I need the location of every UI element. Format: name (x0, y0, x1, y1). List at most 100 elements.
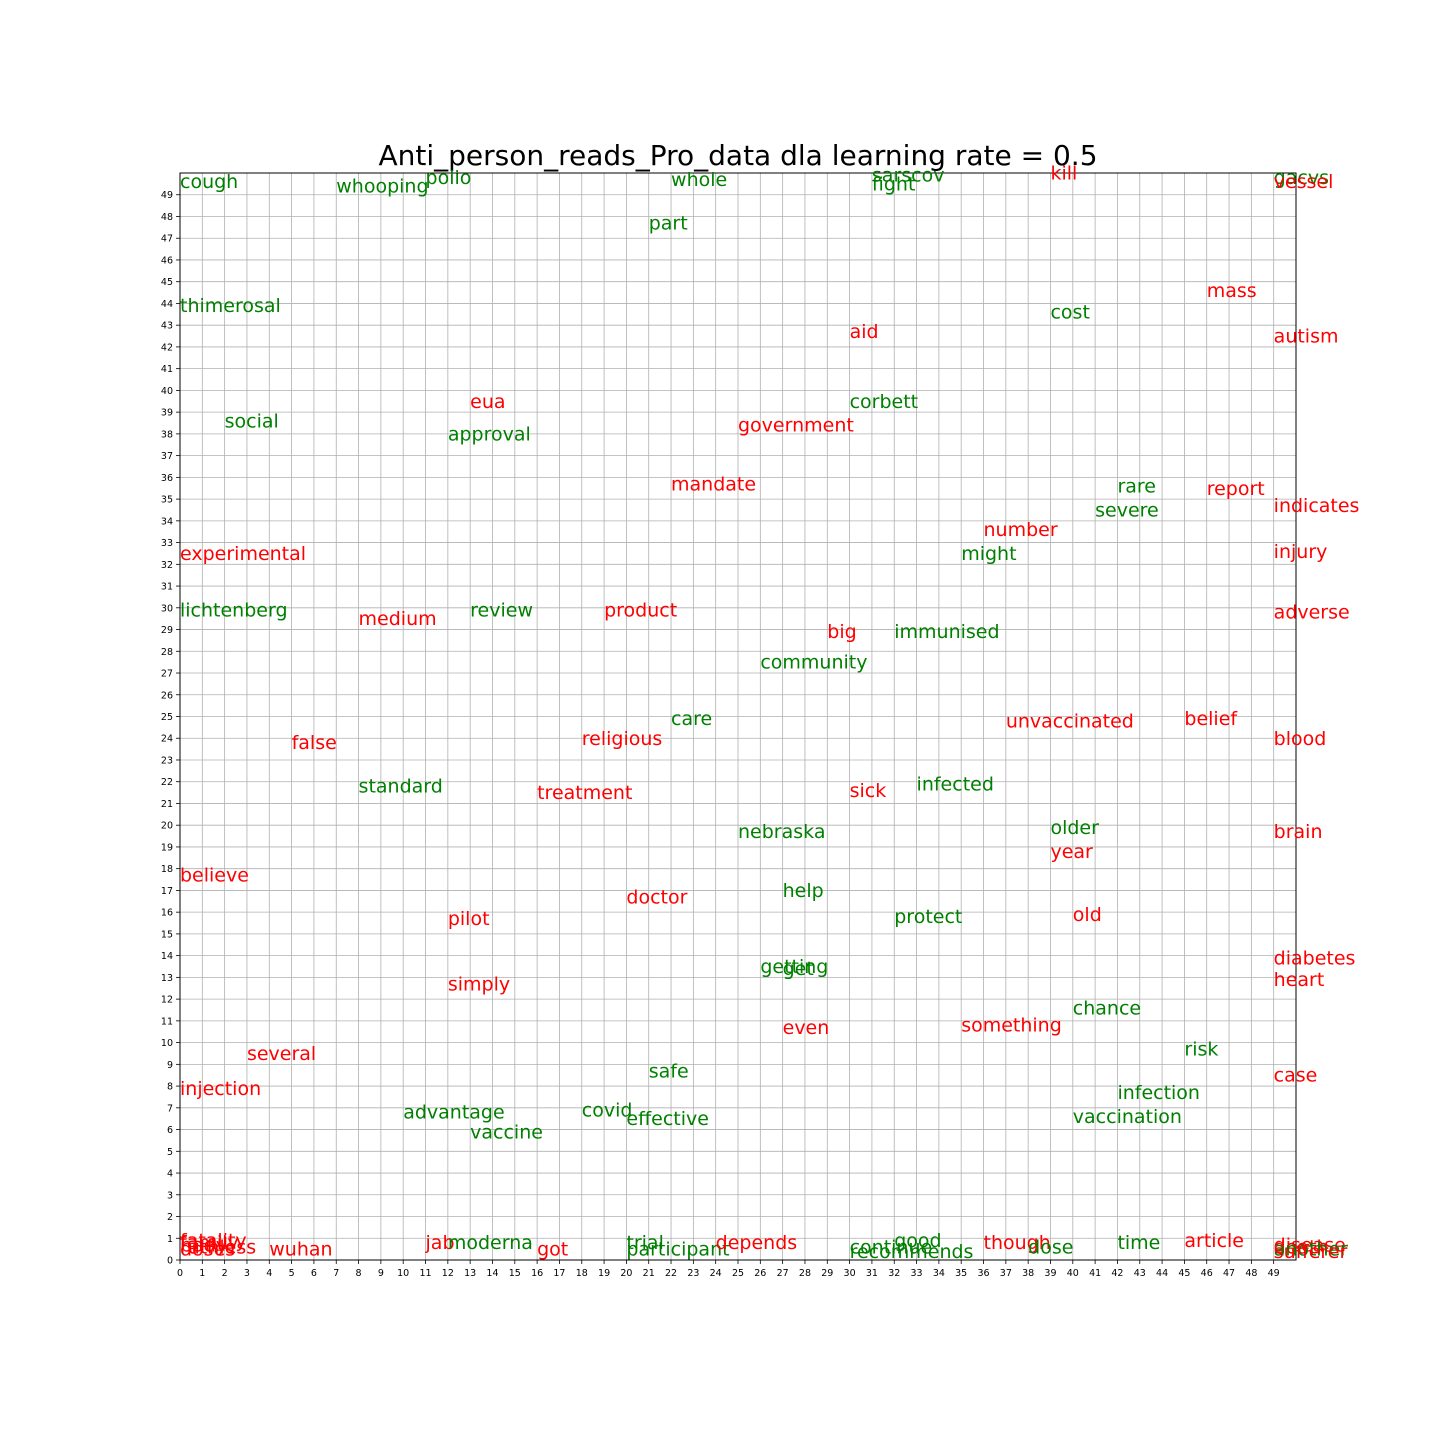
word-point: vaccine (470, 1121, 543, 1143)
x-tick-label: 1 (199, 1268, 205, 1279)
word-point: diabetes (1274, 947, 1356, 969)
word-point: effective (626, 1108, 709, 1130)
y-tick-label: 11 (161, 1016, 173, 1027)
x-tick-label: 15 (509, 1268, 521, 1279)
x-tick-label: 20 (620, 1268, 632, 1279)
word-point: unvaccinated (1006, 710, 1134, 732)
y-tick-label: 12 (161, 995, 173, 1006)
y-tick-label: 22 (161, 777, 173, 788)
x-tick-label: 47 (1223, 1268, 1235, 1279)
y-tick-label: 1 (167, 1234, 173, 1245)
word-point: infected (917, 773, 994, 795)
y-tick-label: 6 (167, 1125, 173, 1136)
y-tick-label: 47 (161, 234, 173, 245)
word-point: government (738, 415, 854, 437)
word-point: cost (1050, 302, 1089, 324)
x-tick-label: 24 (710, 1268, 722, 1279)
word-point: disease (1274, 1234, 1346, 1256)
word-point: nebraska (738, 821, 825, 843)
word-point: even (783, 1017, 830, 1039)
word-point: vaccination (1073, 1106, 1182, 1128)
y-tick-label: 31 (161, 582, 173, 593)
x-tick-label: 23 (687, 1268, 699, 1279)
y-tick-label: 42 (161, 342, 173, 353)
word-point: gacvs (1274, 167, 1329, 189)
x-tick-label: 0 (177, 1268, 183, 1279)
word-point: good (894, 1230, 941, 1252)
x-tick-label: 46 (1201, 1268, 1213, 1279)
x-tick-label: 32 (888, 1268, 900, 1279)
word-point: sarscov (872, 165, 945, 187)
y-tick-label: 4 (167, 1169, 173, 1180)
y-tick-label: 10 (161, 1038, 173, 1049)
x-tick-label: 27 (777, 1268, 789, 1279)
x-tick-label: 30 (844, 1268, 856, 1279)
word-point: vessel (1274, 171, 1334, 193)
y-tick-label: 17 (161, 886, 173, 897)
y-tick-label: 35 (161, 495, 173, 506)
word-point: brain (1274, 821, 1323, 843)
y-tick-label: 19 (161, 842, 173, 853)
word-point: body (180, 1234, 227, 1256)
chart-title: Anti_person_reads_Pro_data dla learning … (378, 139, 1098, 172)
y-tick-label: 26 (161, 690, 173, 701)
x-tick-label: 28 (799, 1268, 811, 1279)
word-point: got (537, 1239, 568, 1261)
x-tick-label: 29 (821, 1268, 833, 1279)
word-point: whole (671, 169, 727, 191)
word-point: fatality (180, 1230, 247, 1252)
word-point: family (180, 1232, 239, 1254)
y-tick-label: 8 (167, 1082, 173, 1093)
word-point: corbett (850, 391, 919, 413)
word-point: trial (626, 1232, 663, 1254)
x-tick-label: 38 (1022, 1268, 1034, 1279)
x-tick-label: 17 (553, 1268, 565, 1279)
word-point: older (1050, 817, 1099, 839)
y-tick-label: 43 (161, 321, 173, 332)
word-point: review (470, 599, 533, 621)
word-point: simply (448, 973, 510, 995)
word-point: autism (1274, 326, 1339, 348)
word-point: advantage (403, 1102, 504, 1124)
x-tick-label: 41 (1089, 1268, 1101, 1279)
y-tick-label: 29 (161, 625, 173, 636)
y-tick-label: 37 (161, 451, 173, 462)
word-point: might (961, 543, 1016, 565)
x-tick-label: 48 (1245, 1268, 1257, 1279)
x-tick-label: 22 (665, 1268, 677, 1279)
word-point: rare (1117, 476, 1156, 498)
word-point: case (1274, 1065, 1318, 1087)
word-point: covid (582, 1100, 633, 1122)
y-tick-label: 3 (167, 1190, 173, 1201)
word-point: infection (1117, 1082, 1200, 1104)
word-point: number (984, 519, 1058, 541)
x-tick-label: 35 (955, 1268, 967, 1279)
word-point: injury (1274, 541, 1328, 563)
word-point: though (984, 1232, 1051, 1254)
x-tick-label: 42 (1111, 1268, 1123, 1279)
x-tick-label: 26 (754, 1268, 766, 1279)
word-point: year (1050, 841, 1093, 863)
x-tick-label: 7 (333, 1268, 339, 1279)
word-point: part (649, 213, 688, 235)
y-tick-label: 44 (161, 299, 173, 310)
word-point: severe (1095, 499, 1159, 521)
x-tick-label: 16 (531, 1268, 543, 1279)
y-tick-label: 39 (161, 408, 173, 419)
x-tick-label: 5 (289, 1268, 295, 1279)
x-tick-label: 37 (1000, 1268, 1012, 1279)
x-tick-label: 9 (378, 1268, 384, 1279)
word-point: aid (850, 321, 879, 343)
x-tick-label: 19 (598, 1268, 610, 1279)
word-point: sick (850, 780, 887, 802)
y-tick-label: 34 (161, 516, 173, 527)
word-point: belief (1184, 708, 1238, 730)
word-point: protect (894, 906, 962, 928)
word-point: another (1274, 1239, 1348, 1261)
word-point: risk (1184, 1039, 1218, 1061)
x-tick-label: 39 (1044, 1268, 1056, 1279)
word-point: community (760, 652, 867, 674)
word-point: blood (1274, 728, 1327, 750)
